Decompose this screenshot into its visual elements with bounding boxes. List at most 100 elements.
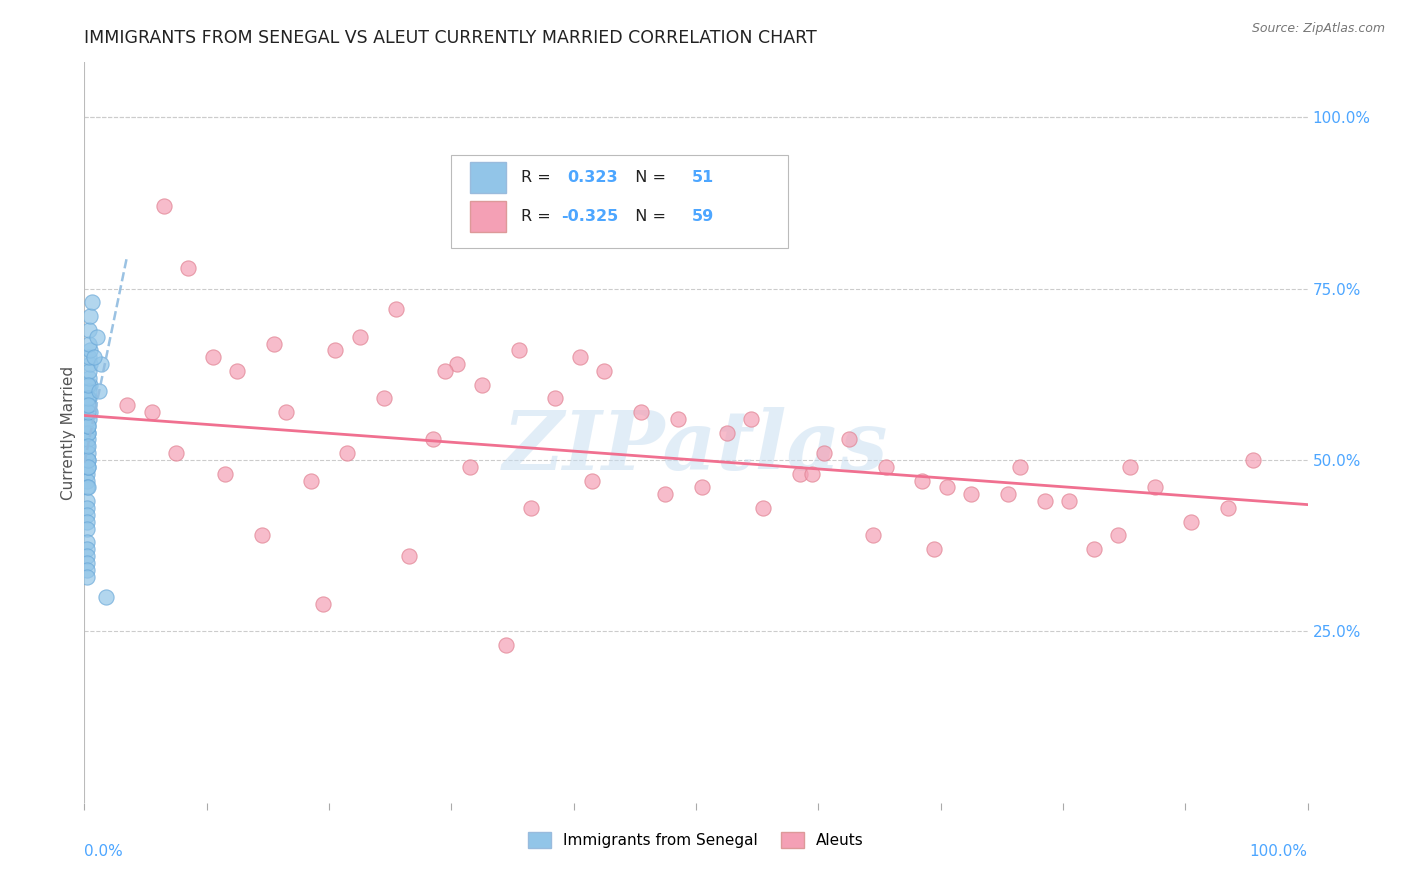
Point (77, 384, 100, 399)
Point (250, 528, 273, 542)
Text: R =: R = (522, 209, 555, 224)
Point (77, 405, 100, 419)
Point (398, 549, 420, 563)
Point (87, 384, 110, 399)
Point (385, 302, 408, 317)
Point (1057, 494, 1080, 508)
Point (1033, 494, 1056, 508)
Point (214, 467, 236, 481)
Legend: Immigrants from Senegal, Aleuts: Immigrants from Senegal, Aleuts (522, 826, 870, 855)
Point (76, 535, 98, 549)
Point (593, 364, 616, 378)
Point (79, 357, 101, 371)
Point (77, 412, 100, 426)
Point (141, 405, 163, 419)
Point (77, 371, 100, 385)
Point (77, 350, 100, 364)
Text: N =: N = (626, 209, 676, 224)
Point (77, 459, 100, 474)
Text: 100.0%: 100.0% (1250, 844, 1308, 858)
Point (79, 405, 101, 419)
Point (79, 343, 101, 358)
Point (77, 364, 100, 378)
Point (77, 425, 100, 440)
Point (446, 357, 468, 371)
Point (77, 392, 100, 406)
Point (76, 542, 98, 557)
Point (789, 467, 811, 481)
FancyBboxPatch shape (451, 155, 787, 247)
Point (263, 336, 285, 351)
Point (80, 295, 103, 310)
Point (690, 480, 713, 494)
FancyBboxPatch shape (470, 161, 506, 193)
Point (77, 453, 100, 467)
Point (422, 433, 444, 447)
Point (276, 405, 298, 419)
Point (323, 343, 346, 358)
Point (77, 418, 100, 433)
Point (76, 549, 98, 563)
Point (77, 433, 100, 447)
Point (875, 459, 897, 474)
Point (79, 377, 101, 392)
Point (373, 392, 395, 406)
Point (226, 364, 249, 378)
Point (838, 433, 860, 447)
Point (77, 398, 100, 412)
Point (568, 350, 591, 364)
Point (997, 487, 1019, 501)
Point (336, 446, 359, 460)
Point (77, 377, 100, 392)
Point (1216, 501, 1239, 516)
Point (76, 556, 98, 570)
Point (83, 350, 105, 364)
Point (1180, 515, 1202, 529)
Text: Source: ZipAtlas.com: Source: ZipAtlas.com (1251, 22, 1385, 36)
Point (312, 597, 335, 611)
Point (1143, 480, 1166, 494)
Point (153, 199, 176, 213)
Point (77, 453, 100, 467)
Point (935, 480, 957, 494)
Text: ZIPatlas: ZIPatlas (503, 408, 889, 487)
Point (201, 350, 224, 364)
Y-axis label: Currently Married: Currently Married (60, 366, 76, 500)
Point (77, 425, 100, 440)
Point (1083, 542, 1105, 557)
Point (911, 474, 934, 488)
Point (349, 329, 371, 343)
Point (77, 446, 100, 460)
Point (752, 501, 775, 516)
Point (76, 569, 98, 583)
Point (1010, 459, 1032, 474)
Point (1107, 528, 1129, 542)
Point (299, 474, 322, 488)
Point (115, 398, 138, 412)
Point (77, 392, 100, 406)
Point (960, 487, 983, 501)
Point (76, 467, 98, 481)
FancyBboxPatch shape (470, 201, 506, 232)
Point (654, 487, 676, 501)
Point (90, 357, 112, 371)
Point (77, 439, 100, 453)
Point (924, 542, 946, 557)
Text: N =: N = (626, 169, 676, 185)
Point (77, 418, 100, 433)
Point (434, 364, 457, 378)
Point (77, 459, 100, 474)
Point (177, 261, 200, 276)
Point (96, 590, 118, 604)
Text: -0.325: -0.325 (561, 209, 619, 224)
Point (77, 398, 100, 412)
Point (76, 522, 98, 536)
Point (813, 446, 835, 460)
Text: 0.0%: 0.0% (84, 844, 124, 858)
Point (740, 412, 762, 426)
Point (77, 480, 100, 494)
Text: IMMIGRANTS FROM SENEGAL VS ALEUT CURRENTLY MARRIED CORRELATION CHART: IMMIGRANTS FROM SENEGAL VS ALEUT CURRENT… (84, 29, 817, 47)
Point (76, 494, 98, 508)
Point (458, 459, 481, 474)
Text: 59: 59 (692, 209, 714, 224)
